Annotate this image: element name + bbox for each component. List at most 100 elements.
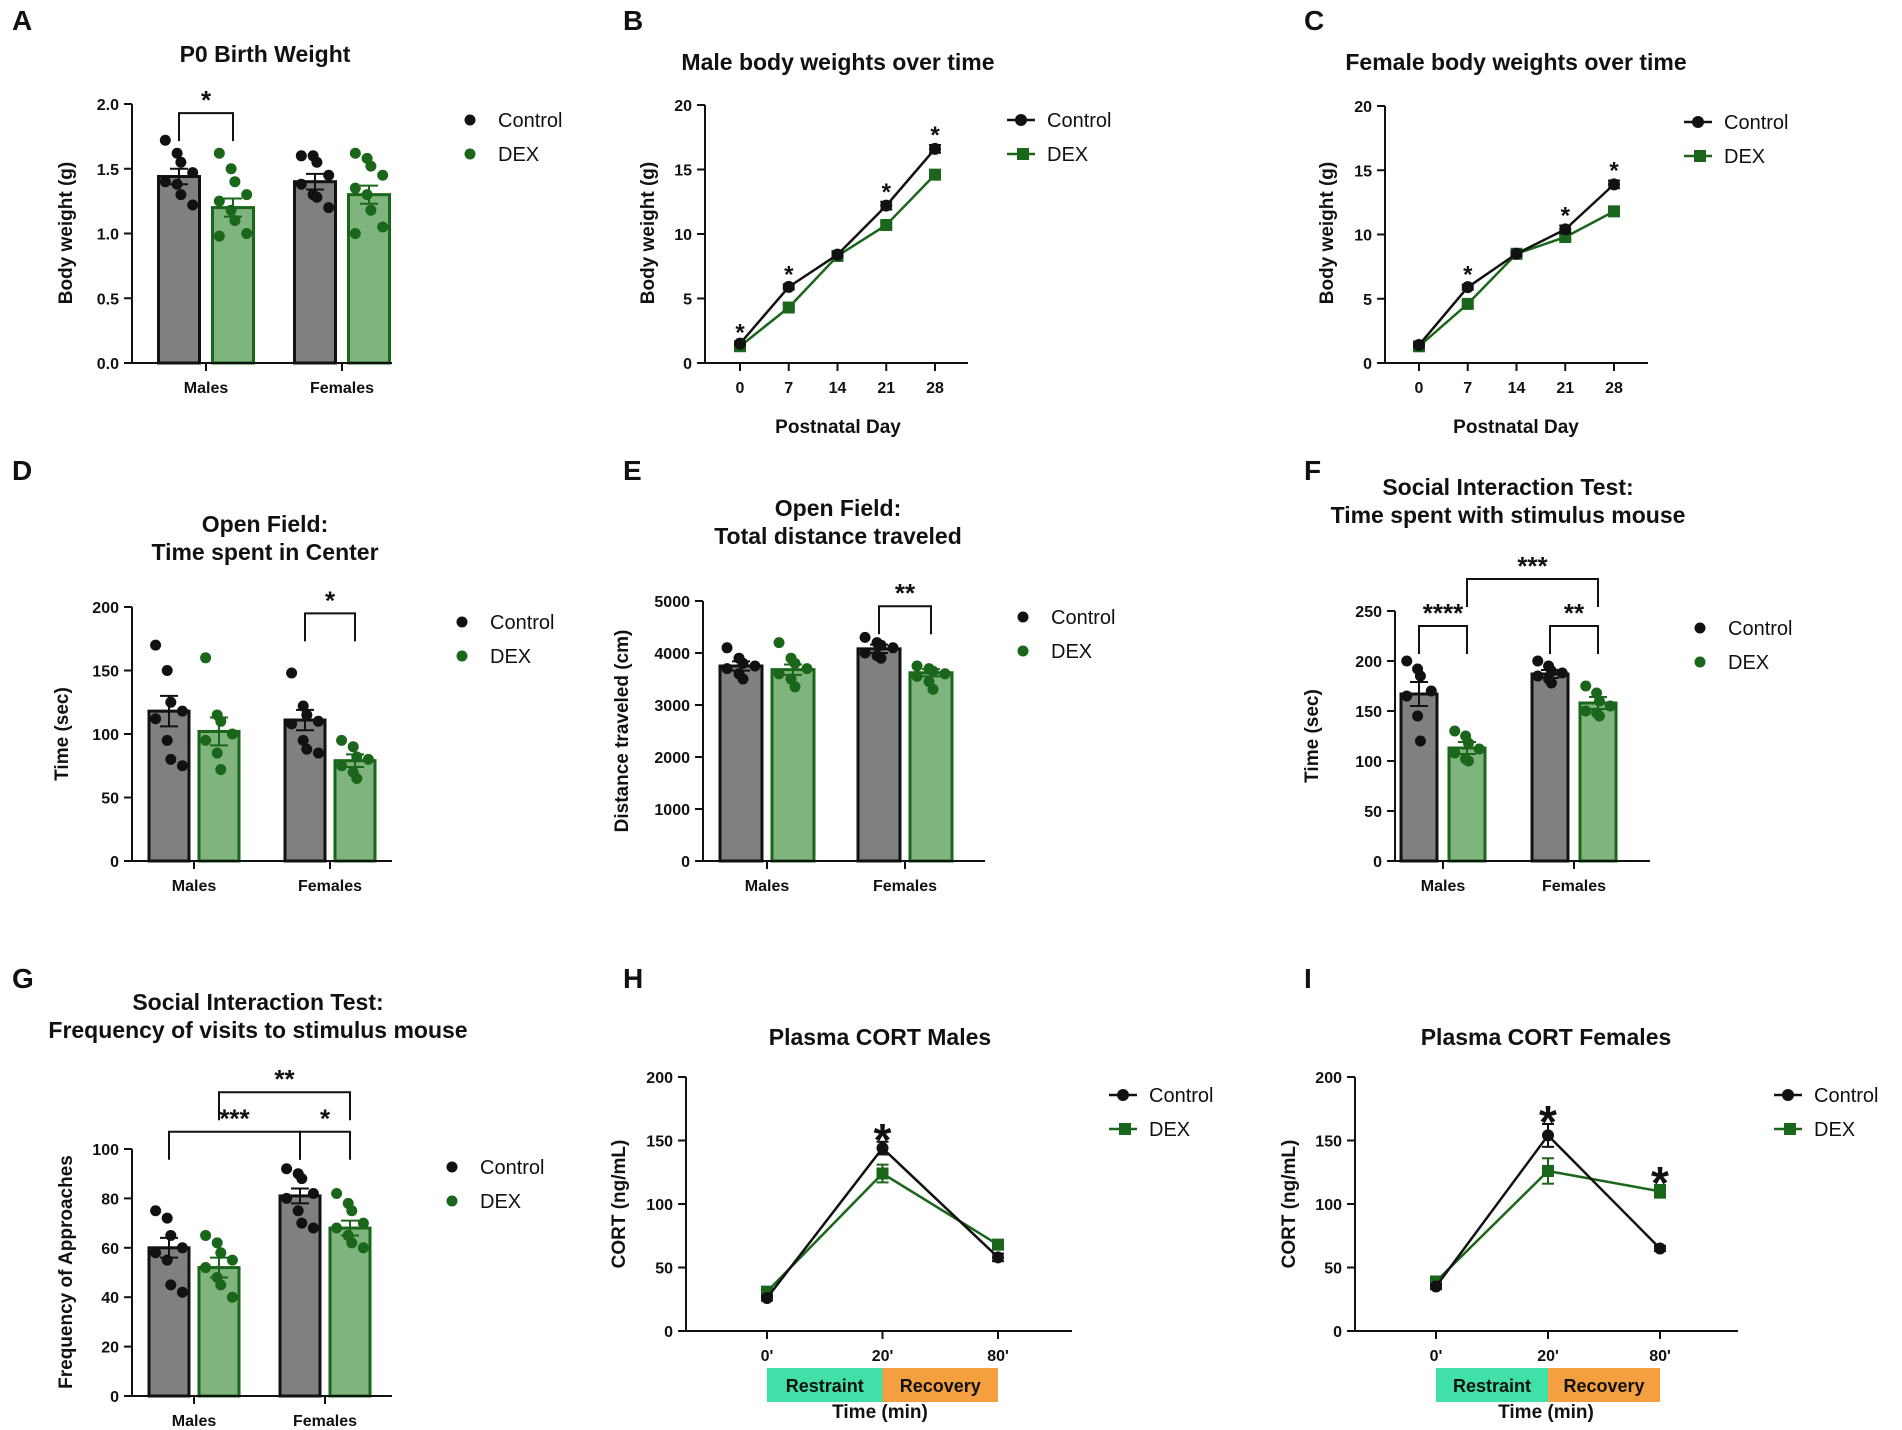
y-tick-label: 150 [1355, 704, 1382, 721]
data-point [1608, 178, 1620, 191]
y-tick-label: 0 [664, 1324, 673, 1341]
x-tick-label: Males [745, 878, 790, 895]
data-point [801, 663, 813, 675]
bar [718, 664, 764, 863]
data-point [176, 1242, 188, 1254]
significance-label: * [874, 1114, 892, 1166]
chart-panel-g: G Social Interaction Test:Frequency of vi… [12, 963, 544, 1430]
data-point [1593, 710, 1605, 722]
data-point [215, 764, 227, 776]
x-tick-label: 28 [1605, 380, 1623, 397]
significance-bracket [168, 1130, 301, 1160]
data-point [165, 1279, 177, 1291]
data-point [782, 301, 795, 314]
data-point [349, 147, 361, 159]
legend-marker [464, 114, 476, 126]
data-point [323, 169, 335, 181]
data-point [1542, 1164, 1554, 1177]
x-axis-label: Postnatal Day [775, 417, 901, 438]
data-point [165, 696, 177, 708]
y-tick-label: 10 [1354, 228, 1372, 245]
significance-bracket [1466, 578, 1599, 607]
legend-label: DEX [1814, 1119, 1855, 1141]
data-point [336, 760, 348, 772]
panel-letter: E [623, 455, 642, 486]
y-axis-label: CORT (ng/mL) [1279, 1140, 1300, 1269]
data-point [226, 1291, 238, 1303]
data-point [875, 652, 887, 664]
y-tick-label: 50 [1324, 1261, 1342, 1278]
series-line [739, 148, 936, 345]
data-point [939, 668, 951, 680]
data-point [161, 1254, 173, 1266]
y-tick-label: 80 [101, 1191, 119, 1208]
data-point [1412, 710, 1424, 722]
data-point [150, 1247, 162, 1259]
series-line [766, 1171, 999, 1293]
data-point [211, 1237, 223, 1249]
chart-title: Plasma CORT Females [1421, 1024, 1672, 1050]
data-point [880, 199, 893, 212]
significance-label: * [201, 85, 212, 115]
y-tick-label: 250 [1355, 604, 1382, 621]
data-point [1608, 205, 1620, 218]
bar [1530, 672, 1570, 863]
data-point [292, 1205, 304, 1217]
y-tick-label: 0 [1373, 854, 1382, 871]
data-point [734, 337, 746, 350]
data-point [296, 1217, 308, 1229]
data-point [773, 668, 785, 680]
significance-label: *** [1517, 551, 1548, 581]
significance-bracket [878, 605, 932, 635]
panel-letter: G [12, 963, 34, 994]
legend-label: DEX [1047, 144, 1088, 166]
data-point [213, 230, 225, 242]
data-point [1414, 735, 1426, 747]
x-tick-label: 21 [1556, 380, 1574, 397]
data-point [1510, 247, 1523, 260]
data-point [347, 741, 359, 753]
panel-letter: D [12, 455, 32, 486]
y-tick-label: 100 [1355, 754, 1382, 771]
data-point [211, 747, 223, 759]
data-point [187, 167, 199, 179]
y-tick-label: 50 [1364, 804, 1382, 821]
legend-marker [1017, 148, 1029, 160]
legend-marker [456, 650, 468, 662]
significance-label: * [1539, 1096, 1557, 1148]
data-point [929, 168, 941, 181]
y-tick-label: 150 [92, 664, 119, 681]
bar [856, 647, 902, 863]
legend-label: DEX [480, 1191, 521, 1213]
y-tick-label: 5 [1363, 292, 1372, 309]
legend-marker [1694, 656, 1706, 668]
data-point [312, 715, 324, 727]
chart-panel-c: C Female body weights over time 0 7 14 21 28 0 5… [1304, 5, 1788, 438]
data-point [831, 248, 844, 261]
legend-marker [446, 1195, 458, 1207]
y-tick-label: 5000 [654, 594, 690, 611]
data-point [992, 1238, 1004, 1251]
bar [147, 1246, 191, 1398]
data-point [175, 189, 187, 201]
significance-label: * [1463, 262, 1473, 289]
series-line [1435, 1169, 1661, 1283]
significance-label: * [1561, 203, 1571, 230]
significance-bracket [1549, 625, 1599, 654]
data-point [737, 657, 749, 669]
data-point [176, 760, 188, 772]
data-point [296, 1173, 308, 1185]
chart-title: Open Field: [202, 511, 329, 537]
data-point [1654, 1242, 1666, 1255]
phase-box [767, 1368, 883, 1402]
y-tick-label: 0 [1333, 1324, 1342, 1341]
legend-label: Control [1728, 618, 1792, 640]
data-point [859, 631, 871, 643]
y-axis-label: CORT (ng/mL) [609, 1140, 630, 1269]
legend-label: DEX [1728, 652, 1769, 674]
x-tick-label: 80' [1649, 1348, 1671, 1365]
data-point [171, 147, 183, 159]
y-tick-label: 100 [1315, 1197, 1342, 1214]
phase-label: Recovery [1563, 1376, 1644, 1396]
y-tick-label: 1.5 [97, 162, 119, 179]
